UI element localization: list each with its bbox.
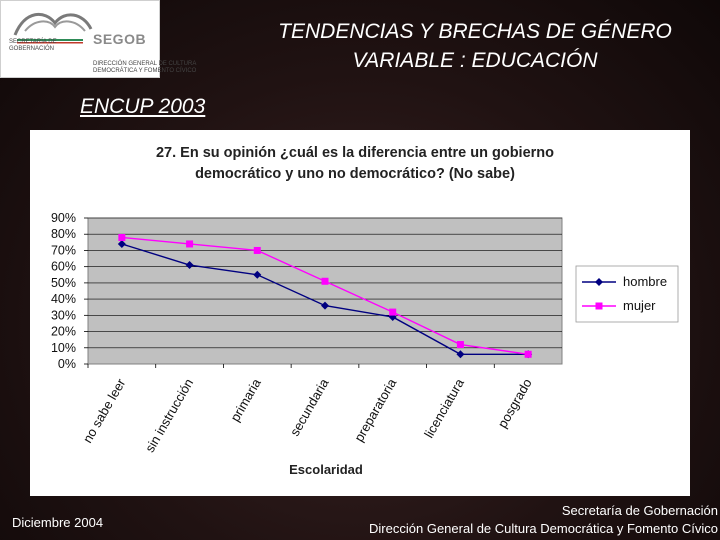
chart-panel: 27. En su opinión ¿cuál es la diferencia… (30, 130, 690, 496)
data-point-hombre (321, 301, 329, 310)
eagle-emblem-icon (13, 12, 93, 44)
footer-org: Secretaría de Gobernación Dirección Gene… (369, 502, 718, 538)
gridlines (88, 217, 562, 349)
logo: SECRETARÍA DE GOBERNACIÓN SEGOB DIRECCIÓ… (0, 0, 196, 78)
legend-marker-hombre (595, 278, 603, 286)
legend-label-hombre: hombre (623, 274, 667, 289)
chart-title-line-1: 27. En su opinión ¿cuál es la diferencia… (156, 145, 554, 161)
data-point-mujer (389, 308, 397, 316)
data-point-mujer (186, 240, 194, 248)
legend (575, 265, 679, 323)
data-point-hombre (253, 270, 262, 279)
plot-area (87, 217, 563, 365)
y-tick-label: 60% (51, 260, 76, 274)
y-tick-label: 90% (51, 211, 76, 225)
legend-marker-mujer (595, 302, 603, 310)
footer-org-line-1: Secretaría de Gobernación (561, 503, 718, 518)
data-point-mujer (321, 277, 329, 285)
title-line-2: VARIABLE : EDUCACIÓN (352, 49, 598, 72)
y-tick-label: 0% (58, 357, 76, 371)
y-tick-label: 50% (51, 276, 76, 290)
data-point-hombre (185, 261, 194, 270)
logo-segob: SEGOB (93, 31, 147, 47)
data-point-mujer (456, 341, 464, 349)
legend-items: hombre mujer (582, 274, 667, 313)
footer-date: Diciembre 2004 (12, 515, 104, 530)
x-tick-label: preparatoria (351, 375, 399, 444)
y-tick-label: 10% (51, 341, 76, 355)
x-tick-label: secundaria (287, 375, 332, 438)
x-tick-label: primaria (227, 375, 264, 424)
y-tick-label: 80% (51, 227, 76, 241)
x-tick-label: no sabe leer (80, 375, 129, 445)
line-chart: 27. En su opinión ¿cuál es la diferencia… (51, 145, 679, 477)
y-tick-label: 20% (51, 325, 76, 339)
y-tick-label: 40% (51, 292, 76, 306)
survey-label: ENCUP 2003 (80, 95, 206, 118)
x-axis-title: Escolaridad (289, 462, 363, 477)
logo-text-top: SECRETARÍA DE GOBERNACIÓN (9, 39, 57, 52)
x-axis: no sabe leer sin instrucción primaria secun… (80, 364, 535, 455)
logo-text-bottom: DIRECCIÓN GENERAL DE CULTURA DEMOCRÁTICA… (93, 61, 197, 74)
series-group (117, 233, 533, 359)
y-axis: 0% 10% 20% 30% 40% 50% 60% 70% 80% 90% (51, 211, 88, 371)
y-tick-label: 30% (51, 308, 76, 322)
data-point-mujer (524, 350, 532, 358)
x-tick-label: licenciatura (421, 375, 467, 440)
data-point-hombre (456, 350, 465, 359)
legend-label-mujer: mujer (623, 298, 656, 313)
x-tick-label: sin instrucción (142, 376, 196, 455)
footer-org-line-2: Dirección General de Cultura Democrática… (369, 521, 718, 536)
chart-title-line-2: democrático y uno no democrático? (No sa… (195, 166, 515, 182)
title-line-1: TENDENCIAS Y BRECHAS DE GÉNERO (278, 20, 672, 43)
data-point-hombre (117, 239, 126, 248)
data-point-mujer (118, 233, 126, 241)
x-tick-label: posgrado (495, 376, 535, 430)
data-point-mujer (253, 246, 261, 254)
page-title: TENDENCIAS Y BRECHAS DE GÉNERO VARIABLE … (240, 17, 710, 75)
y-tick-label: 70% (51, 243, 76, 257)
